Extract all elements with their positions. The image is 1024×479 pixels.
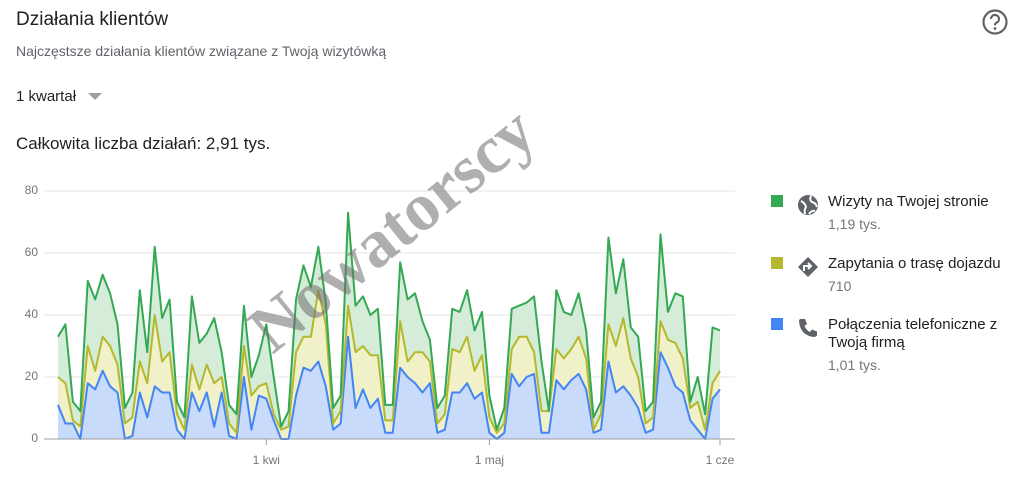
legend-label: Połączenia telefoniczne z Twoją firmą (828, 316, 998, 351)
y-tick-label: 0 (31, 431, 38, 445)
legend-label: Wizyty na Twojej stronie (828, 193, 989, 210)
legend-label: Zapytania o trasę dojazdu (828, 255, 1001, 272)
legend-swatch (771, 318, 783, 330)
legend-total: 710 (828, 278, 852, 294)
phone-icon (799, 319, 817, 337)
area-line (57, 289, 721, 434)
y-tick-label: 60 (25, 245, 39, 259)
x-tick-label: 1 kwi (253, 453, 280, 467)
period-label: 1 kwartał (16, 88, 77, 105)
legend-entry: Wizyty na Twojej stronie 1,19 tys. (828, 193, 1024, 233)
period-dropdown[interactable]: 1 kwartał (16, 88, 103, 105)
help-icon[interactable] (980, 7, 1010, 37)
area-fill (58, 336, 720, 439)
globe-icon (798, 195, 818, 215)
y-tick-label: 20 (25, 369, 39, 383)
total-actions: Całkowita liczba działań: 2,91 tys. (16, 134, 271, 153)
legend-entry: Połączenia telefoniczne z Twoją firmą 1,0… (828, 316, 1024, 374)
area-fill (58, 212, 720, 433)
legend-total: 1,01 tys. (828, 357, 881, 373)
x-tick-label: 1 maj (475, 453, 504, 467)
legend-total: 1,19 tys. (828, 216, 881, 232)
legend-swatch (771, 257, 783, 269)
legend-entry: Zapytania o trasę dojazdu 710 (828, 255, 1024, 295)
x-tick-label: 1 cze (706, 453, 735, 467)
area-line (57, 335, 721, 440)
legend-swatch (771, 195, 783, 207)
directions-icon (798, 257, 818, 277)
title: Działania klientów (16, 9, 169, 30)
y-tick-label: 40 (25, 307, 39, 321)
dropdown-arrow (88, 93, 103, 101)
area-line (57, 211, 721, 431)
y-tick-label: 80 (25, 183, 39, 197)
subtitle: Najczęstsze działania klientów związane … (16, 43, 387, 59)
